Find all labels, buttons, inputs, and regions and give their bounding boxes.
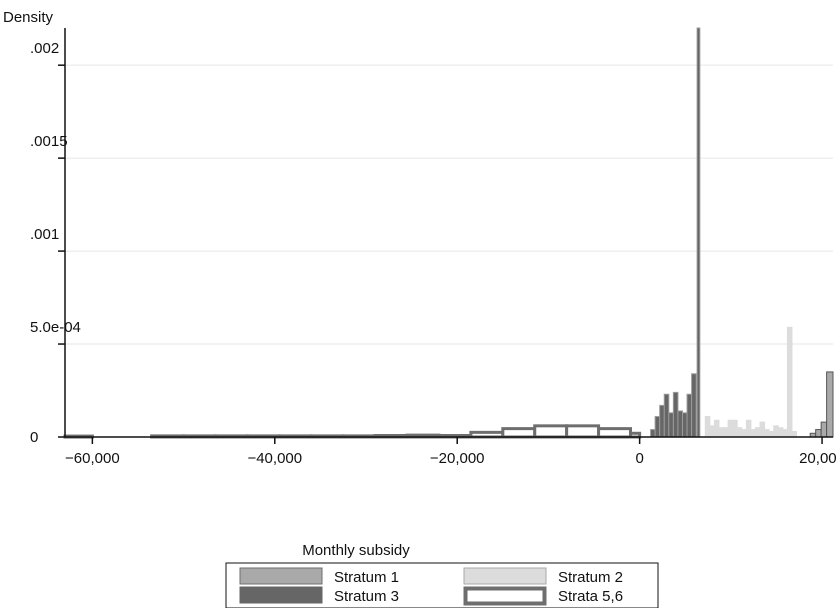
stratum-2-bar — [727, 419, 734, 438]
stratum-2-bar — [718, 427, 725, 438]
stratum-1-bar — [815, 429, 822, 438]
legend-label-stratum-1: Stratum 1 — [334, 569, 399, 586]
stratum-2-bar — [759, 421, 766, 438]
legend-label-stratum-3: Stratum 3 — [334, 588, 399, 605]
stratum-2-bar — [791, 430, 798, 438]
legend-label-strata-5-6: Strata 5,6 — [558, 588, 623, 605]
stratum-3-bar — [686, 393, 693, 438]
y-tick-label: .001 — [30, 226, 59, 243]
stratum-2-bar — [777, 427, 784, 438]
stratum-2-bar — [741, 429, 747, 438]
x-axis-label: Monthly subsidy — [302, 542, 410, 559]
stratum-2-bar — [754, 427, 761, 438]
stratum-1-bar — [820, 421, 828, 438]
stratum-2-bar — [704, 416, 711, 438]
x-tick-label: 0 — [635, 450, 643, 467]
strata-5-6-bar — [501, 427, 537, 439]
stratum-2-bar — [773, 425, 779, 438]
stratum-3-bar — [696, 27, 701, 438]
y-tick-label: .002 — [30, 40, 59, 57]
x-tick-label: −60,000 — [65, 450, 120, 467]
legend: Stratum 1 Stratum 2 Stratum 3 Strata 5,6 — [225, 562, 659, 608]
histogram-bars — [63, 27, 834, 439]
strata-5-6-bar — [533, 424, 569, 439]
legend-swatch-stratum-2 — [463, 567, 547, 585]
stratum-3-bar — [663, 393, 670, 438]
stratum-3-bar — [650, 429, 656, 438]
stratum-3-bar — [691, 373, 697, 438]
stratum-2-bar — [736, 427, 743, 438]
stratum-2-bar — [745, 419, 752, 438]
strata-5-6-bar — [565, 424, 601, 439]
stratum-3-bar — [659, 404, 665, 438]
stratum-3-bar — [654, 416, 661, 438]
stratum-2-bar — [764, 429, 770, 438]
x-tick-label: 20,000 — [799, 450, 837, 467]
gridlines — [65, 64, 833, 345]
stratum-2-bar — [713, 419, 720, 438]
stratum-3-bar — [682, 412, 688, 438]
stratum-2-bar — [732, 419, 738, 438]
y-tick-label: .0015 — [30, 133, 68, 150]
strata-5-6-bar — [597, 427, 633, 439]
x-tick-label: −20,000 — [430, 450, 485, 467]
stratum-2-bar — [786, 326, 793, 438]
legend-label-stratum-2: Stratum 2 — [558, 569, 623, 586]
x-tick-label: −40,000 — [247, 450, 302, 467]
stratum-3-bar — [672, 391, 679, 438]
y-tick-label: 5.0e-04 — [30, 319, 81, 336]
y-axis-label: Density — [3, 9, 54, 26]
stratum-3-bar — [677, 410, 684, 438]
axes: 0 5.0e-04 .001 .0015 .002 −60,000 −40,000 −20,0… — [30, 28, 837, 467]
stratum-2-bar — [723, 427, 729, 438]
legend-swatch-strata-5-6 — [463, 586, 547, 606]
legend-swatch-stratum-1 — [239, 567, 323, 585]
legend-swatch-stratum-3 — [239, 586, 323, 604]
stratum-2-bar — [750, 429, 756, 438]
stratum-2-bar — [782, 429, 788, 438]
y-tick-label: 0 — [30, 429, 38, 446]
stratum-3-bar — [668, 412, 674, 438]
stratum-1-bar — [826, 371, 834, 438]
stratum-2-bar — [709, 425, 715, 438]
stratum-2-bar — [768, 430, 775, 438]
